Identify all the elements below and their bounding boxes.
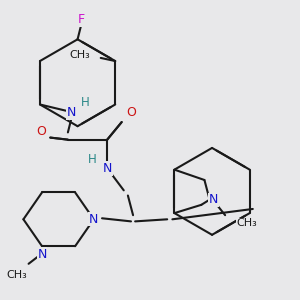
Text: H: H [81,96,90,109]
Text: N: N [89,213,98,226]
Text: H: H [88,153,97,166]
Text: CH₃: CH₃ [70,50,90,60]
Text: F: F [78,13,85,26]
Text: N: N [37,248,47,261]
Text: CH₃: CH₃ [7,270,28,280]
Text: N: N [103,162,112,175]
Text: CH₃: CH₃ [236,218,257,228]
Text: N: N [66,106,76,119]
Text: O: O [126,106,136,119]
Text: O: O [36,125,46,138]
Text: N: N [209,193,218,206]
